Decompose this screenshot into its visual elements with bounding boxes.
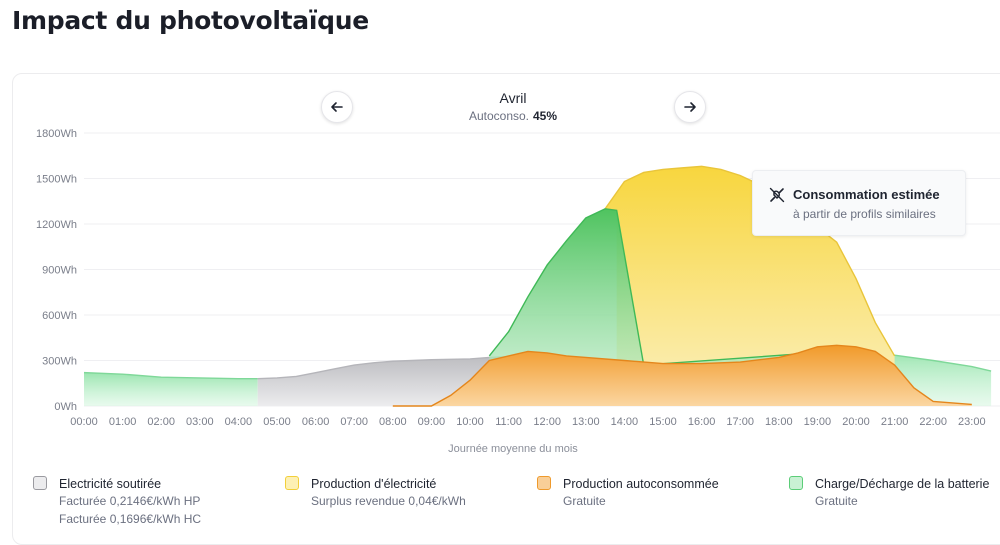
production-area-line xyxy=(603,165,896,357)
legend-swatch xyxy=(789,476,803,490)
grid-import-area xyxy=(257,356,509,406)
x-tick-label: 13:00 xyxy=(572,416,600,428)
battery-charge-area-line xyxy=(488,208,857,366)
y-tick-label: 300Wh xyxy=(42,356,77,368)
x-tick-label: 16:00 xyxy=(688,416,716,428)
x-tick-label: 08:00 xyxy=(379,416,407,428)
page-title: Impact du photovoltaïque xyxy=(12,6,369,35)
chart: 0Wh 300Wh 600Wh 900Wh 1200Wh 1500Wh 1800Wh 00:… xyxy=(36,128,1000,455)
x-tick-label: 00:00 xyxy=(70,416,98,428)
y-tick-label: 0Wh xyxy=(54,401,77,413)
y-tick-label: 1500Wh xyxy=(36,174,77,186)
unplugged-icon xyxy=(769,187,785,203)
x-tick-label: 01:00 xyxy=(109,416,137,428)
battery-night-area xyxy=(84,372,258,406)
arrow-left-icon xyxy=(331,102,343,112)
x-tick-label: 23:00 xyxy=(958,416,986,428)
x-tick-label: 19:00 xyxy=(804,416,832,428)
x-tick-label: 21:00 xyxy=(881,416,909,428)
legend-label: Production d'électricité xyxy=(311,477,437,491)
legend-label: Electricité soutirée xyxy=(59,477,162,491)
self-consumption-area-line xyxy=(392,344,972,407)
legend-sub: Gratuite xyxy=(563,494,606,508)
x-tick-label: 15:00 xyxy=(649,416,677,428)
legend-swatch xyxy=(285,476,299,490)
x-tick-label: 09:00 xyxy=(418,416,446,428)
previous-month-button[interactable] xyxy=(321,91,353,123)
self-consumption-area xyxy=(392,345,972,406)
x-tick-label: 11:00 xyxy=(495,416,522,428)
series-areas xyxy=(83,165,992,407)
legend-sub: Gratuite xyxy=(815,494,858,508)
legend-swatch xyxy=(33,476,47,490)
battery-night-area-line xyxy=(83,371,258,380)
legend-sub: Surplus revendue 0,04€/kWh xyxy=(311,494,466,508)
y-axis: 0Wh 300Wh 600Wh 900Wh 1200Wh 1500Wh 1800Wh xyxy=(36,128,77,413)
x-tick-label: 06:00 xyxy=(302,416,330,428)
x-tick-label: 04:00 xyxy=(225,416,253,428)
x-tick-label: 22:00 xyxy=(919,416,947,428)
autoconso-summary: Autoconso. 45% xyxy=(413,109,613,123)
x-tick-label: 03:00 xyxy=(186,416,214,428)
x-tick-label: 18:00 xyxy=(765,416,793,428)
grid-import-area-line xyxy=(257,356,509,380)
x-tick-label: 20:00 xyxy=(842,416,870,428)
x-tick-label: 12:00 xyxy=(533,416,561,428)
x-tick-label: 05:00 xyxy=(263,416,291,428)
tooltip-title: Consommation estimée xyxy=(793,187,940,202)
legend-sub: Facturée 0,1696€/kWh HC xyxy=(59,512,202,526)
month-label: Avril xyxy=(499,90,527,106)
legend-label: Charge/Décharge de la batterie xyxy=(815,477,990,491)
tooltip-subtitle: à partir de profils similaires xyxy=(793,207,936,221)
y-tick-label: 900Wh xyxy=(42,265,77,277)
legend-label: Production autoconsommée xyxy=(563,477,719,491)
legend-sub: Facturée 0,2146€/kWh HP xyxy=(59,494,201,508)
x-tick-label: 07:00 xyxy=(340,416,368,428)
estimated-consumption-tooltip: Consommation estimée à partir de profils… xyxy=(752,170,966,236)
y-tick-label: 1800Wh xyxy=(36,128,77,140)
x-tick-label: 17:00 xyxy=(726,416,754,428)
arrow-right-icon xyxy=(684,102,696,112)
autoconso-label: Autoconso. xyxy=(468,109,529,123)
x-tick-label: 10:00 xyxy=(456,416,484,428)
x-tick-label: 14:00 xyxy=(611,416,639,428)
x-axis: 00:00 01:00 02:00 03:00 04:00 05:00 06:00 07:00… xyxy=(70,416,985,428)
x-axis-title: Journée moyenne du mois xyxy=(448,443,578,455)
y-tick-label: 600Wh xyxy=(42,310,77,322)
y-tick-label: 1200Wh xyxy=(36,219,77,231)
legend-swatch xyxy=(537,476,551,490)
autoconso-value: 45% xyxy=(533,109,558,123)
x-tick-label: 02:00 xyxy=(147,416,175,428)
next-month-button[interactable] xyxy=(674,91,706,123)
